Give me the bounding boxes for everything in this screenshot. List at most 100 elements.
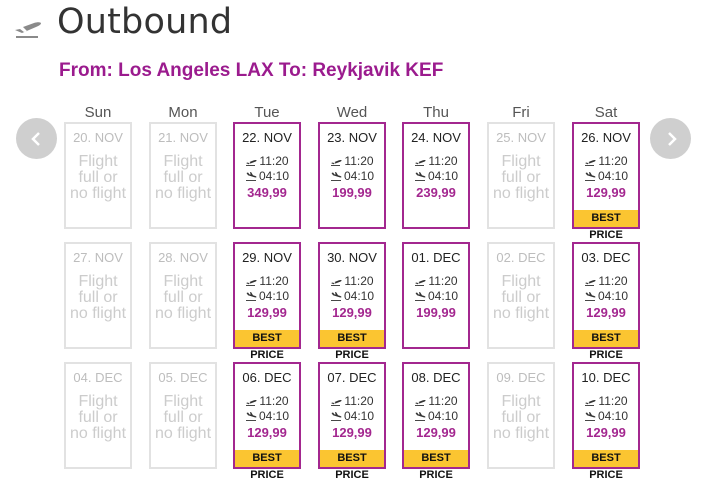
departure-time: 11:20 [344, 274, 374, 288]
cell-date: 20. NOV [73, 130, 123, 145]
unavailable-day-cell: 21. NOV Flight full or no flight [149, 122, 217, 229]
fare-price: 129,99 [247, 305, 287, 320]
landing-icon [414, 292, 426, 301]
flight-day-cell[interactable]: 26. NOV 11:20 04:10 129,99 BEST PRICE [572, 122, 640, 241]
cell-date: 01. DEC [411, 250, 461, 265]
departure-time: 11:20 [598, 274, 628, 288]
takeoff-icon [585, 280, 597, 286]
best-price-badge: BEST PRICE [574, 450, 638, 481]
best-price-badge: BEST PRICE [404, 450, 468, 481]
unavailable-day-cell: 27. NOV Flight full or no flight [64, 242, 132, 349]
arrival-time-row: 04:10 [320, 289, 384, 303]
cell-date: 10. DEC [581, 370, 631, 385]
flight-day-cell[interactable]: 01. DEC 11:20 04:10 199,99 [402, 242, 470, 349]
flight-day-cell[interactable]: 03. DEC 11:20 04:10 129,99 BEST PRICE [572, 242, 640, 361]
flight-day-cell[interactable]: 30. NOV 11:20 04:10 129,99 BEST PRICE [318, 242, 386, 361]
takeoff-icon [246, 160, 258, 166]
flight-day-cell[interactable]: 24. NOV 11:20 04:10 239,99 [402, 122, 470, 229]
landing-icon [330, 172, 342, 181]
departure-time: 11:20 [428, 394, 458, 408]
takeoff-icon [331, 400, 343, 406]
cell-date: 08. DEC [411, 370, 461, 385]
no-flight-text: Flight full or no flight [69, 393, 127, 442]
departure-time-row: 11:20 [404, 154, 468, 168]
fare-price: 129,99 [332, 425, 372, 440]
day-of-week-label: Thu [423, 104, 449, 121]
flight-day-cell[interactable]: 08. DEC 11:20 04:10 129,99 BEST PRICE [402, 362, 470, 481]
no-flight-text: Flight full or no flight [154, 153, 212, 202]
flight-day-cell[interactable]: 06. DEC 11:20 04:10 129,99 BEST PRICE [233, 362, 301, 481]
fare-price: 129,99 [586, 425, 626, 440]
landing-icon [245, 292, 257, 301]
departure-time-row: 11:20 [404, 274, 468, 288]
best-price-badge: BEST PRICE [320, 450, 384, 481]
fare-price: 239,99 [416, 185, 456, 200]
departure-time-row: 11:20 [235, 274, 299, 288]
route-subtitle: From: Los Angeles LAX To: Reykjavik KEF [59, 60, 444, 81]
takeoff-icon [415, 400, 427, 406]
takeoff-icon [246, 280, 258, 286]
best-price-badge: BEST PRICE [235, 330, 299, 361]
departure-time-row: 11:20 [574, 394, 638, 408]
arrival-time-row: 04:10 [574, 289, 638, 303]
no-flight-text: Flight full or no flight [69, 273, 127, 322]
arrival-time-row: 04:10 [235, 289, 299, 303]
departure-time: 11:20 [259, 274, 289, 288]
takeoff-icon [585, 160, 597, 166]
arrival-time: 04:10 [427, 409, 459, 423]
arrival-time: 04:10 [343, 169, 375, 183]
departure-time: 11:20 [598, 154, 628, 168]
cell-date: 25. NOV [496, 130, 546, 145]
flight-day-cell[interactable]: 22. NOV 11:20 04:10 349,99 [233, 122, 301, 229]
no-flight-text: Flight full or no flight [492, 393, 550, 442]
arrival-time-row: 04:10 [574, 169, 638, 183]
landing-icon [330, 292, 342, 301]
takeoff-icon [585, 400, 597, 406]
unavailable-day-cell: 09. DEC Flight full or no flight [487, 362, 555, 469]
cell-date: 24. NOV [411, 130, 461, 145]
fare-price: 129,99 [247, 425, 287, 440]
cell-date: 21. NOV [158, 130, 208, 145]
departure-time-row: 11:20 [574, 274, 638, 288]
unavailable-day-cell: 04. DEC Flight full or no flight [64, 362, 132, 469]
no-flight-text: Flight full or no flight [492, 273, 550, 322]
flight-day-cell[interactable]: 29. NOV 11:20 04:10 129,99 BEST PRICE [233, 242, 301, 361]
best-price-badge: BEST PRICE [574, 210, 638, 241]
landing-icon [245, 172, 257, 181]
best-price-badge: BEST PRICE [235, 450, 299, 481]
fare-price: 199,99 [416, 305, 456, 320]
takeoff-icon [246, 400, 258, 406]
departure-time-row: 11:20 [574, 154, 638, 168]
departure-time-row: 11:20 [320, 154, 384, 168]
arrival-time: 04:10 [258, 289, 290, 303]
departure-time-row: 11:20 [235, 394, 299, 408]
takeoff-icon [331, 280, 343, 286]
next-week-button[interactable] [650, 118, 691, 159]
prev-week-button[interactable] [16, 118, 57, 159]
cell-date: 27. NOV [73, 250, 123, 265]
arrival-time: 04:10 [427, 169, 459, 183]
chevron-right-icon [667, 131, 677, 146]
unavailable-day-cell: 20. NOV Flight full or no flight [64, 122, 132, 229]
flight-day-cell[interactable]: 10. DEC 11:20 04:10 129,99 BEST PRICE [572, 362, 640, 481]
cell-date: 05. DEC [158, 370, 208, 385]
no-flight-text: Flight full or no flight [69, 153, 127, 202]
departure-time: 11:20 [428, 154, 458, 168]
unavailable-day-cell: 28. NOV Flight full or no flight [149, 242, 217, 349]
landing-icon [414, 412, 426, 421]
flight-day-cell[interactable]: 07. DEC 11:20 04:10 129,99 BEST PRICE [318, 362, 386, 481]
cell-date: 29. NOV [242, 250, 292, 265]
cell-date: 30. NOV [327, 250, 377, 265]
departure-time: 11:20 [344, 154, 374, 168]
takeoff-icon [415, 280, 427, 286]
cell-date: 06. DEC [242, 370, 292, 385]
best-price-badge: BEST PRICE [320, 330, 384, 361]
no-flight-text: Flight full or no flight [492, 153, 550, 202]
chevron-left-icon [30, 131, 40, 146]
landing-icon [414, 172, 426, 181]
flight-day-cell[interactable]: 23. NOV 11:20 04:10 199,99 [318, 122, 386, 229]
fare-price: 129,99 [332, 305, 372, 320]
arrival-time-row: 04:10 [320, 409, 384, 423]
fare-price: 129,99 [586, 305, 626, 320]
arrival-time-row: 04:10 [320, 169, 384, 183]
